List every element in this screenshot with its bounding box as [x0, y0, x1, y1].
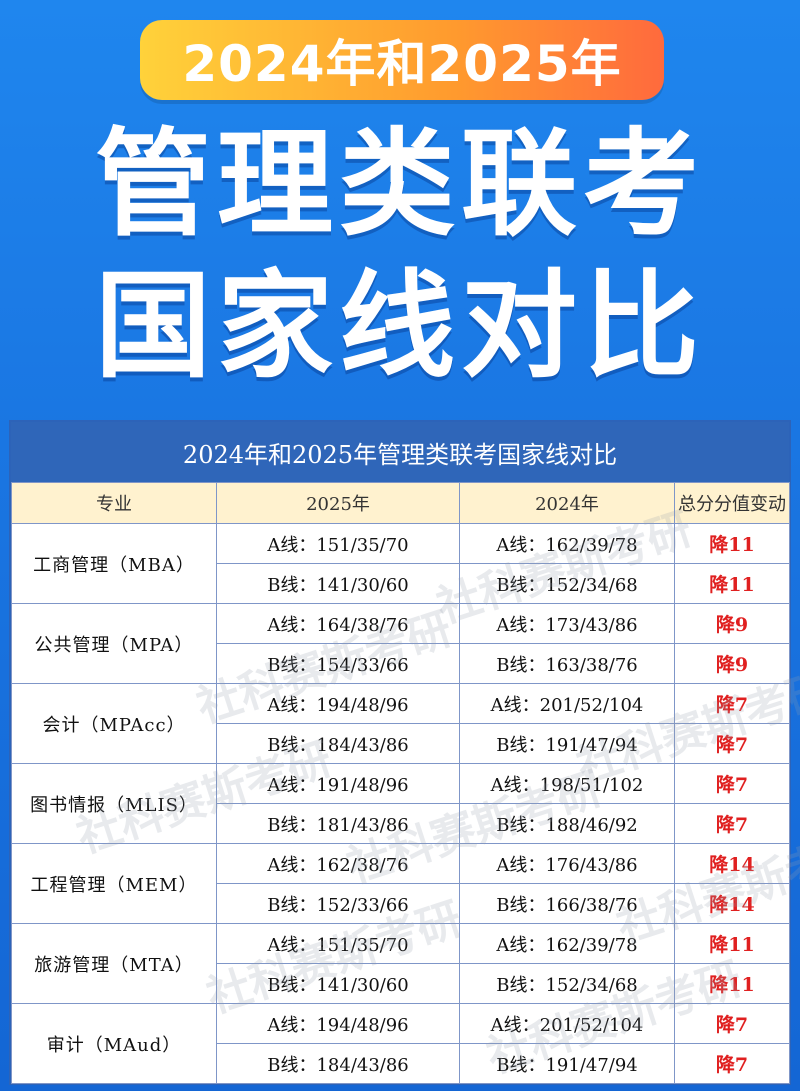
major-cell: 工程管理（MEM）: [11, 843, 217, 924]
table-row: 公共管理（MPA） A线：164/38/76 A线：173/43/86 降9: [11, 603, 790, 684]
score-2025-cell: B线：154/33/66: [216, 643, 460, 684]
score-2024-cell: A线：162/39/78: [459, 523, 675, 564]
score-2025-cell: B线：152/33/66: [216, 883, 460, 924]
change-cell: 降11: [674, 523, 790, 564]
score-2025-cell: A线：194/48/96: [216, 683, 460, 724]
score-comparison-table: 专业 2025年 2024年 总分分值变动 工商管理（MBA） A线：151/35…: [11, 482, 790, 1084]
table-title: 2024年和2025年管理类联考国家线对比: [11, 422, 789, 482]
change-cell: 降11: [674, 923, 790, 964]
change-cell: 降7: [674, 723, 790, 764]
major-cell: 旅游管理（MTA）: [11, 923, 217, 1004]
score-2025-cell: A线：151/35/70: [216, 523, 460, 564]
header-major: 专业: [11, 482, 217, 524]
score-2025-cell: A线：164/38/76: [216, 603, 460, 644]
score-2025-cell: B线：184/43/86: [216, 723, 460, 764]
score-2024-cell: B线：191/47/94: [459, 723, 675, 764]
score-2025-cell: A线：151/35/70: [216, 923, 460, 964]
change-cell: 降14: [674, 843, 790, 884]
change-cell: 降9: [674, 603, 790, 644]
headline-line-2: 国家线对比: [95, 259, 705, 394]
header-change: 总分分值变动: [674, 482, 790, 524]
table-row: 审计（MAud） A线：194/48/96 A线：201/52/104 降7: [11, 1003, 790, 1084]
change-cell: 降7: [674, 683, 790, 724]
score-2024-cell: B线：188/46/92: [459, 803, 675, 844]
score-2024-cell: A线：198/51/102: [459, 763, 675, 804]
change-cell: 降7: [674, 1003, 790, 1044]
change-cell: 降11: [674, 563, 790, 604]
score-2025-cell: A线：194/48/96: [216, 1003, 460, 1044]
change-cell: 降11: [674, 963, 790, 1004]
score-2025-cell: B线：141/30/60: [216, 563, 460, 604]
table-row: 工商管理（MBA） A线：151/35/70 A线：162/39/78 降11: [11, 523, 790, 604]
headline-line-1: 管理类联考: [95, 117, 705, 252]
change-cell: 降7: [674, 1043, 790, 1084]
year-badge-text: 2024年和2025年: [182, 35, 622, 93]
table-row: B线：181/43/86 B线：188/46/92 降7: [12, 803, 790, 844]
major-cell: 图书情报（MLIS）: [11, 763, 217, 844]
score-2025-cell: B线：181/43/86: [216, 803, 460, 844]
header-2024: 2024年: [459, 482, 675, 524]
year-badge: 2024年和2025年: [140, 20, 664, 100]
table-row: 会计（MPAcc） A线：194/48/96 A线：201/52/104 降7: [11, 683, 790, 764]
table-row: B线：152/33/66 B线：166/38/76 降14: [12, 883, 790, 924]
major-cell: 审计（MAud）: [11, 1003, 217, 1084]
comparison-table-card: 2024年和2025年管理类联考国家线对比 专业 2025年 2024年 总分分…: [9, 420, 800, 1085]
score-2024-cell: B线：152/34/68: [459, 963, 675, 1004]
table-row: B线：141/30/60 B线：152/34/68 降11: [12, 963, 790, 1004]
table-row: B线：141/30/60 B线：152/34/68 降11: [12, 563, 790, 604]
score-2024-cell: A线：176/43/86: [459, 843, 675, 884]
score-2024-cell: A线：201/52/104: [459, 683, 675, 724]
score-2025-cell: A线：191/48/96: [216, 763, 460, 804]
table-row: 图书情报（MLIS） A线：191/48/96 A线：198/51/102 降7: [11, 763, 790, 844]
major-cell: 会计（MPAcc）: [11, 683, 217, 764]
score-2025-cell: A线：162/38/76: [216, 843, 460, 884]
table-header-row: 专业 2025年 2024年 总分分值变动: [11, 482, 790, 524]
change-cell: 降14: [674, 883, 790, 924]
score-2024-cell: B线：191/47/94: [459, 1043, 675, 1084]
score-2024-cell: B线：166/38/76: [459, 883, 675, 924]
score-2024-cell: B线：163/38/76: [459, 643, 675, 684]
table-row: B线：184/43/86 B线：191/47/94 降7: [12, 723, 790, 764]
table-body: 工商管理（MBA） A线：151/35/70 A线：162/39/78 降11 B线：1…: [11, 523, 790, 1084]
score-2025-cell: B线：184/43/86: [216, 1043, 460, 1084]
change-cell: 降7: [674, 803, 790, 844]
header-2025: 2025年: [216, 482, 460, 524]
score-2024-cell: B线：152/34/68: [459, 563, 675, 604]
table-row: 旅游管理（MTA） A线：151/35/70 A线：162/39/78 降11: [11, 923, 790, 1004]
change-cell: 降9: [674, 643, 790, 684]
table-row: 工程管理（MEM） A线：162/38/76 A线：176/43/86 降14: [11, 843, 790, 924]
table-row: B线：154/33/66 B线：163/38/76 降9: [12, 643, 790, 684]
table-row: B线：184/43/86 B线：191/47/94 降7: [12, 1043, 790, 1084]
score-2025-cell: B线：141/30/60: [216, 963, 460, 1004]
score-2024-cell: A线：173/43/86: [459, 603, 675, 644]
score-2024-cell: A线：162/39/78: [459, 923, 675, 964]
major-cell: 公共管理（MPA）: [11, 603, 217, 684]
major-cell: 工商管理（MBA）: [11, 523, 217, 604]
change-cell: 降7: [674, 763, 790, 804]
score-2024-cell: A线：201/52/104: [459, 1003, 675, 1044]
